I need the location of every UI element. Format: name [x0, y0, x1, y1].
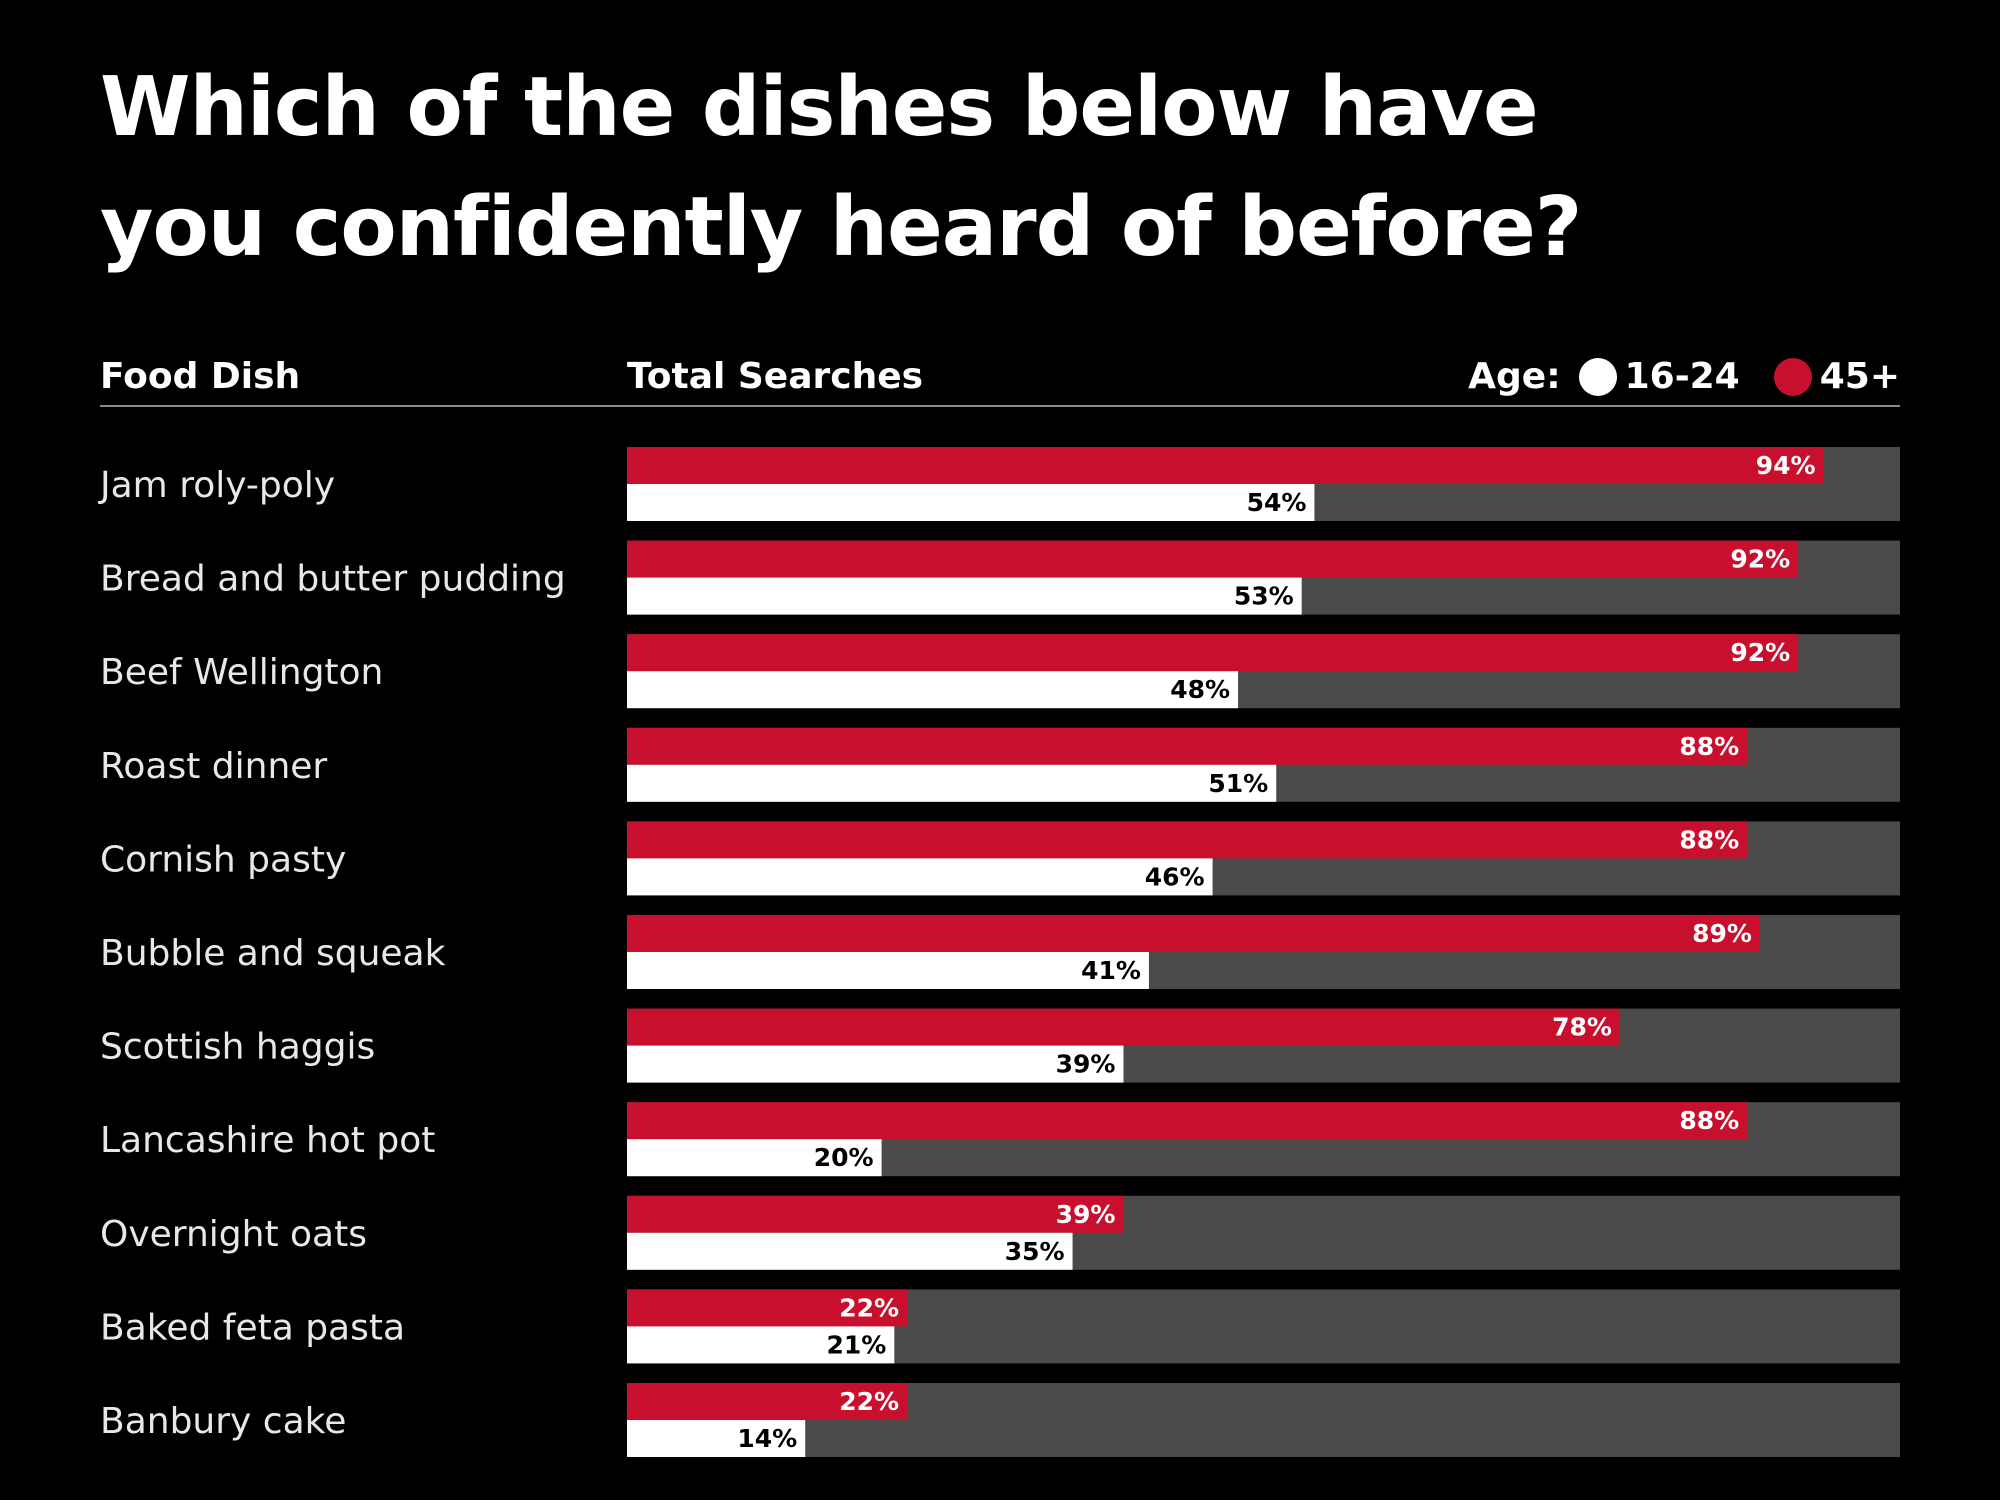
legend-label-16-24: 16-24: [1624, 356, 1740, 397]
bar-45-plus-cornish-pasty: [627, 821, 1748, 859]
bar-45-plus-bubble-and-squeak: [627, 915, 1760, 952]
chart-title: Which of the dishes below have you confi…: [100, 48, 1600, 288]
legend-swatch-16-24: [1578, 358, 1617, 396]
legend-item-45-plus: 45+: [1740, 352, 1900, 402]
value-label-16-24-bread-and-butter-pudding: 53%: [1234, 582, 1294, 611]
bar-16-24-lancashire-hot-pot: [627, 1139, 882, 1177]
legend: Age: 16-24 45+: [1468, 352, 1900, 402]
bar-45-plus-baked-feta-pasta: [627, 1289, 908, 1327]
value-label-16-24-beef-wellington: 48%: [1170, 675, 1230, 704]
bar-16-24-cornish-pasty: [627, 858, 1213, 896]
value-label-45-plus-scottish-haggis: 78%: [1552, 1013, 1612, 1042]
value-label-45-plus-beef-wellington: 92%: [1730, 638, 1790, 667]
bar-45-plus-lancashire-hot-pot: [627, 1102, 1748, 1140]
bar-16-24-scottish-haggis: [627, 1045, 1124, 1083]
bar-16-24-bubble-and-squeak: [627, 952, 1149, 989]
bar-45-plus-roast-dinner: [627, 727, 1748, 765]
bar-45-plus-overnight-oats: [627, 1195, 1124, 1233]
category-label-cornish-pasty: Cornish pasty: [100, 839, 346, 880]
value-label-16-24-cornish-pasty: 46%: [1145, 862, 1205, 891]
category-label-scottish-haggis: Scottish haggis: [100, 1027, 375, 1068]
value-label-16-24-bubble-and-squeak: 41%: [1081, 956, 1141, 985]
legend-title: Age:: [1468, 356, 1561, 397]
value-label-16-24-lancashire-hot-pot: 20%: [814, 1143, 874, 1172]
bar-45-plus-jam-roly-poly: [627, 447, 1824, 484]
category-label-jam-roly-poly: Jam roly-poly: [98, 465, 335, 506]
bar-16-24-jam-roly-poly: [627, 484, 1315, 521]
bar-45-plus-scottish-haggis: [627, 1008, 1620, 1046]
chart-title-line-2: you confidently heard of before?: [100, 180, 1582, 275]
value-label-45-plus-banbury-cake: 22%: [839, 1387, 899, 1416]
value-label-45-plus-roast-dinner: 88%: [1679, 732, 1739, 761]
value-label-16-24-banbury-cake: 14%: [737, 1424, 797, 1453]
category-label-baked-feta-pasta: Baked feta pasta: [100, 1307, 405, 1348]
value-label-16-24-roast-dinner: 51%: [1208, 769, 1268, 798]
bar-16-24-overnight-oats: [627, 1232, 1073, 1270]
bar-45-plus-beef-wellington: [627, 634, 1799, 672]
bar-45-plus-banbury-cake: [627, 1383, 908, 1420]
category-label-banbury-cake: Banbury cake: [100, 1401, 346, 1442]
category-label-lancashire-hot-pot: Lancashire hot pot: [100, 1120, 435, 1161]
legend-item-16-24: 16-24: [1561, 352, 1740, 402]
legend-label-45-plus: 45+: [1819, 356, 1900, 397]
value-label-45-plus-jam-roly-poly: 94%: [1756, 451, 1816, 480]
column-header-total-searches: Total Searches: [627, 356, 924, 397]
category-label-beef-wellington: Beef Wellington: [100, 652, 383, 693]
value-label-16-24-jam-roly-poly: 54%: [1247, 488, 1307, 517]
chart-title-line-1: Which of the dishes below have: [100, 60, 1539, 155]
value-label-45-plus-lancashire-hot-pot: 88%: [1679, 1106, 1739, 1135]
value-label-16-24-overnight-oats: 35%: [1005, 1237, 1065, 1266]
header-divider: [100, 405, 1900, 407]
value-label-45-plus-cornish-pasty: 88%: [1679, 825, 1739, 854]
legend-swatch-45-plus: [1773, 358, 1812, 396]
value-label-16-24-scottish-haggis: 39%: [1056, 1050, 1116, 1079]
value-label-45-plus-bubble-and-squeak: 89%: [1692, 919, 1752, 948]
category-label-bread-and-butter-pudding: Bread and butter pudding: [100, 559, 566, 600]
bar-16-24-banbury-cake: [627, 1420, 806, 1457]
bar-16-24-bread-and-butter-pudding: [627, 577, 1302, 615]
column-header-food-dish: Food Dish: [100, 356, 301, 397]
value-label-45-plus-overnight-oats: 39%: [1056, 1200, 1116, 1229]
bar-16-24-roast-dinner: [627, 764, 1277, 802]
bar-16-24-baked-feta-pasta: [627, 1326, 895, 1364]
value-label-45-plus-bread-and-butter-pudding: 92%: [1730, 545, 1790, 574]
value-label-45-plus-baked-feta-pasta: 22%: [839, 1293, 899, 1322]
category-label-overnight-oats: Overnight oats: [100, 1214, 367, 1255]
category-label-roast-dinner: Roast dinner: [100, 746, 327, 787]
bar-16-24-beef-wellington: [627, 671, 1239, 709]
bar-45-plus-bread-and-butter-pudding: [627, 540, 1799, 578]
value-label-16-24-baked-feta-pasta: 21%: [826, 1330, 886, 1359]
category-label-bubble-and-squeak: Bubble and squeak: [100, 933, 446, 974]
